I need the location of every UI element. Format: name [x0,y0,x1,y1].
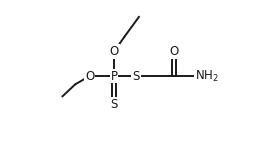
Text: P: P [111,69,118,83]
Text: S: S [110,98,118,111]
Text: S: S [132,69,140,83]
Text: NH$_2$: NH$_2$ [195,68,219,84]
Text: O: O [109,45,119,58]
Text: O: O [169,45,179,58]
Text: O: O [85,69,94,83]
